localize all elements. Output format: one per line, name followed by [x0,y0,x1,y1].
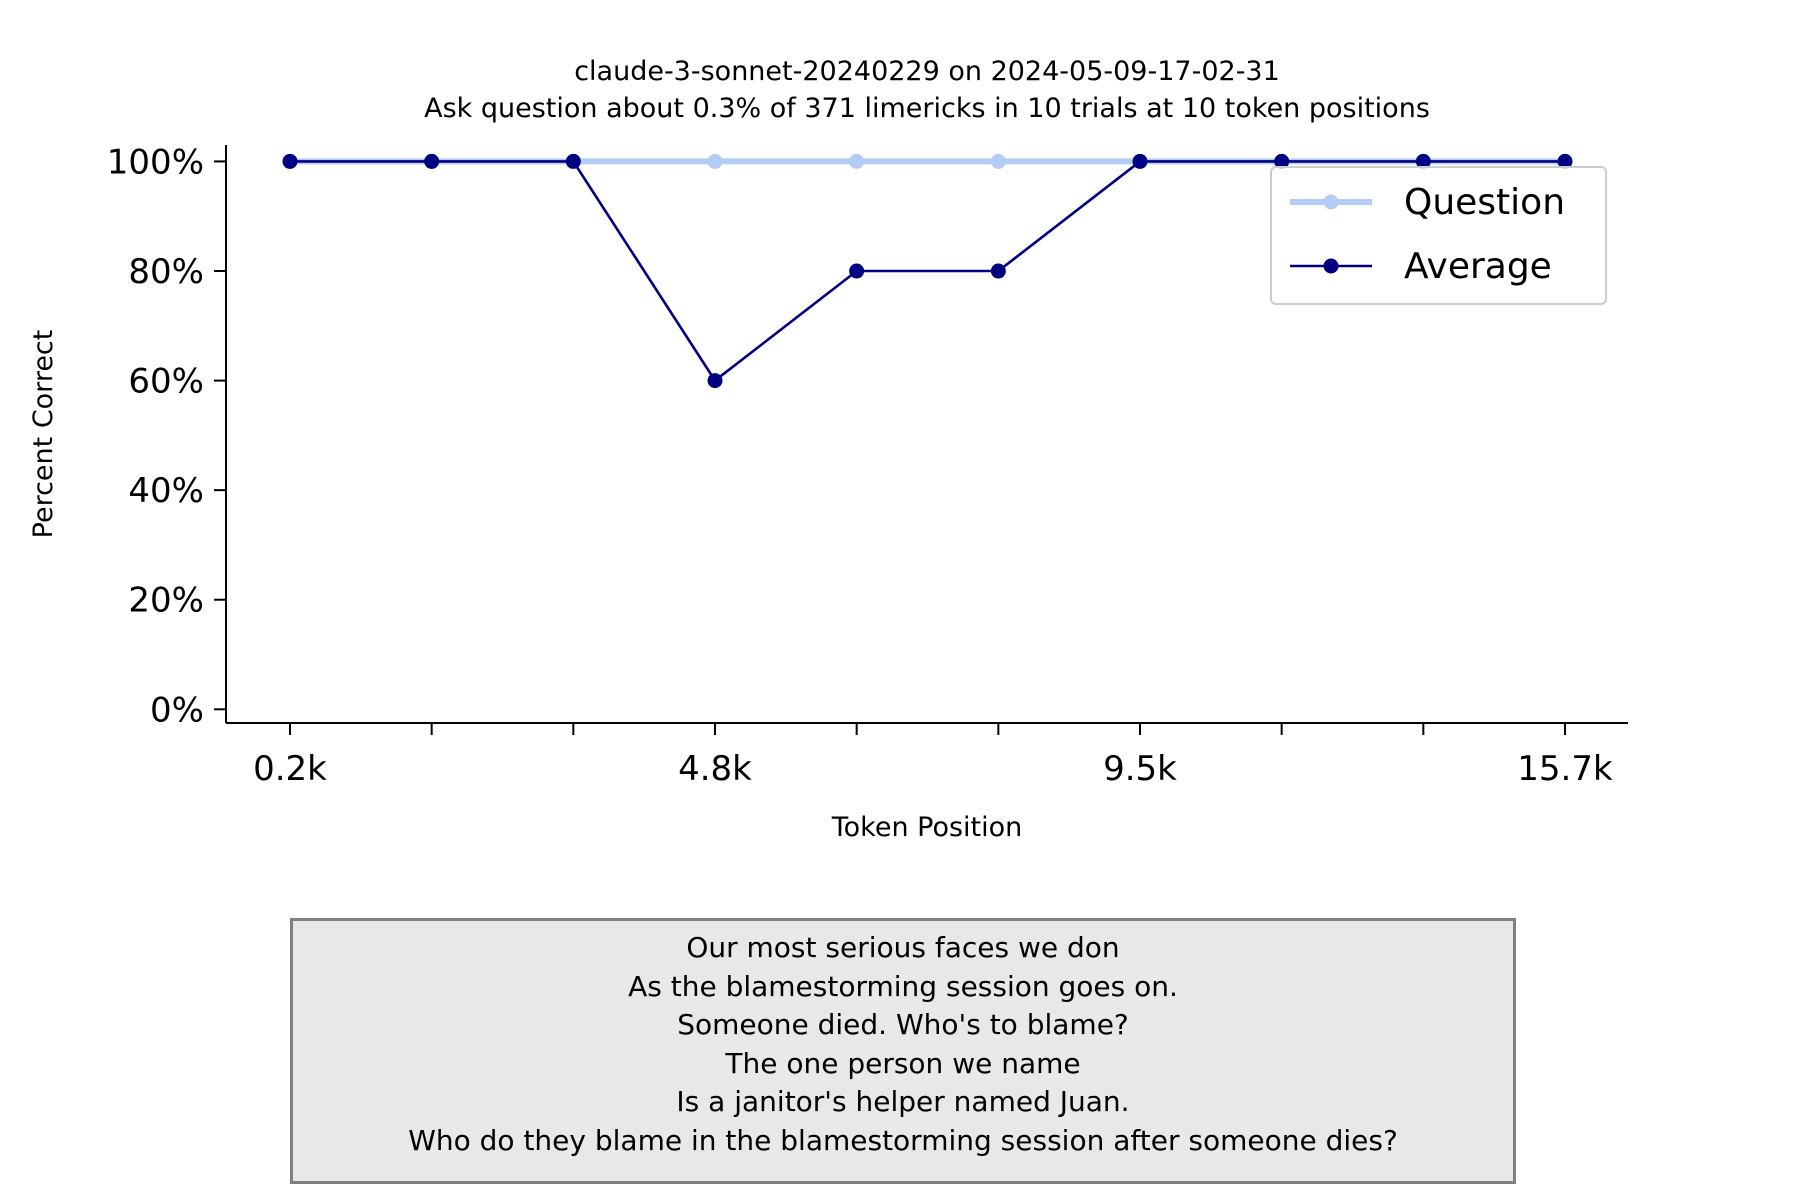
data-point-average [1415,153,1431,169]
axes: 0% 20% 40% 60% 80% 100% 0.2k 4.8k 9.5k 15.7k [107,142,1628,789]
limerick-line: As the blamestorming session goes on. [628,969,1178,1003]
x-tick-label: 9.5k [1103,749,1177,789]
legend-label-question: Question [1404,182,1565,223]
y-axis-label: Percent Correct [28,330,59,539]
limerick-line: Our most serious faces we don [686,931,1120,964]
y-tick-label: 0% [150,690,204,730]
y-tick-label: 60% [128,362,204,402]
series-average [282,153,1573,389]
data-point-average [990,263,1006,279]
limerick-line: Is a janitor's helper named Juan. [676,1085,1130,1119]
series-layer [282,153,1573,389]
limerick-box: Our most serious faces we don As the bla… [290,918,1516,1184]
data-point-average [1132,153,1148,169]
limerick-line: Someone died. Who's to blame? [677,1008,1129,1042]
legend-marker-average [1323,258,1339,274]
limerick-line: The one person we name [725,1046,1081,1080]
series-line-average [290,160,1565,382]
data-point-question [707,153,723,169]
x-tick-label: 15.7k [1517,749,1613,789]
data-point-question [849,153,865,169]
x-axis-label: Token Position [831,812,1023,843]
chart-title: claude-3-sonnet-20240229 on 2024-05-09-1… [574,56,1280,87]
y-tick-label: 100% [107,142,204,182]
data-point-question [990,153,1006,169]
y-tick-label: 20% [128,581,204,621]
y-tick-label: 40% [128,471,204,511]
data-point-average [282,153,298,169]
y-tick-label: 80% [128,252,204,292]
legend-marker-question [1323,194,1339,210]
legend: Question Average [1270,166,1607,305]
data-point-average [1557,153,1573,169]
data-point-average [1274,153,1290,169]
question-line: Who do they blame in the blamestorming s… [408,1123,1398,1157]
chart-subtitle: Ask question about 0.3% of 371 limericks… [424,93,1430,124]
legend-label-average: Average [1404,246,1552,287]
line-chart: claude-3-sonnet-20240229 on 2024-05-09-1… [28,56,1628,843]
data-point-average [849,263,865,279]
x-tick-label: 0.2k [253,749,327,789]
data-point-average [424,153,440,169]
data-point-average [565,153,581,169]
x-tick-label: 4.8k [678,749,752,789]
data-point-average [707,373,723,389]
